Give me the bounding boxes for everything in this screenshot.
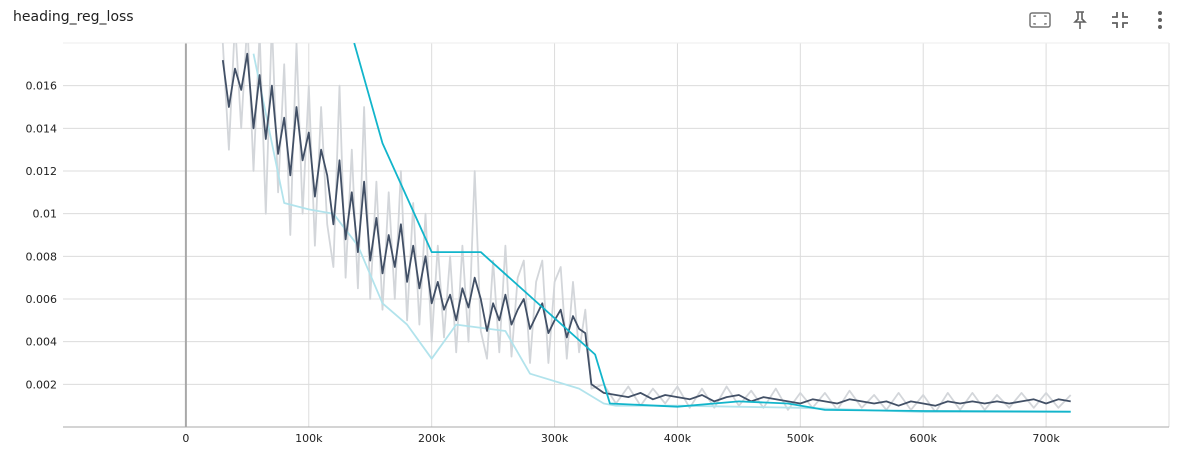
y-tick-label: 0.008 — [26, 250, 58, 263]
y-tick-label: 0.01 — [33, 208, 58, 221]
more-menu-button[interactable] — [1149, 9, 1171, 31]
axis-labels: 0.002 0.004 0.006 0.008 0.01 0.012 0.014 0.016 0… — [26, 80, 1061, 445]
fit-domain-button[interactable] — [1029, 9, 1051, 31]
plot-area — [221, 43, 1072, 413]
x-tick-label: 500k — [787, 432, 815, 445]
collapse-button[interactable] — [1109, 9, 1131, 31]
y-tick-label: 0.004 — [26, 336, 58, 349]
y-tick-label: 0.006 — [26, 293, 58, 306]
series-line — [221, 52, 1071, 407]
x-tick-label: 300k — [541, 432, 569, 445]
x-tick-label: 700k — [1032, 432, 1060, 445]
x-tick-label: 600k — [910, 432, 938, 445]
y-tick-label: 0.016 — [26, 80, 58, 93]
series-line — [353, 43, 1071, 413]
series-line — [252, 53, 1071, 413]
x-tick-label: 400k — [664, 432, 692, 445]
series-line — [221, 43, 1072, 413]
x-tick-label: 100k — [295, 432, 323, 445]
toolbar — [1029, 9, 1171, 31]
y-tick-label: 0.002 — [26, 378, 58, 391]
card-title: heading_reg_loss — [13, 9, 134, 25]
x-tick-label: 0 — [182, 432, 189, 445]
y-tick-label: 0.012 — [26, 165, 58, 178]
x-tick-label: 200k — [418, 432, 446, 445]
pin-button[interactable] — [1069, 9, 1091, 31]
y-tick-label: 0.014 — [26, 122, 58, 135]
